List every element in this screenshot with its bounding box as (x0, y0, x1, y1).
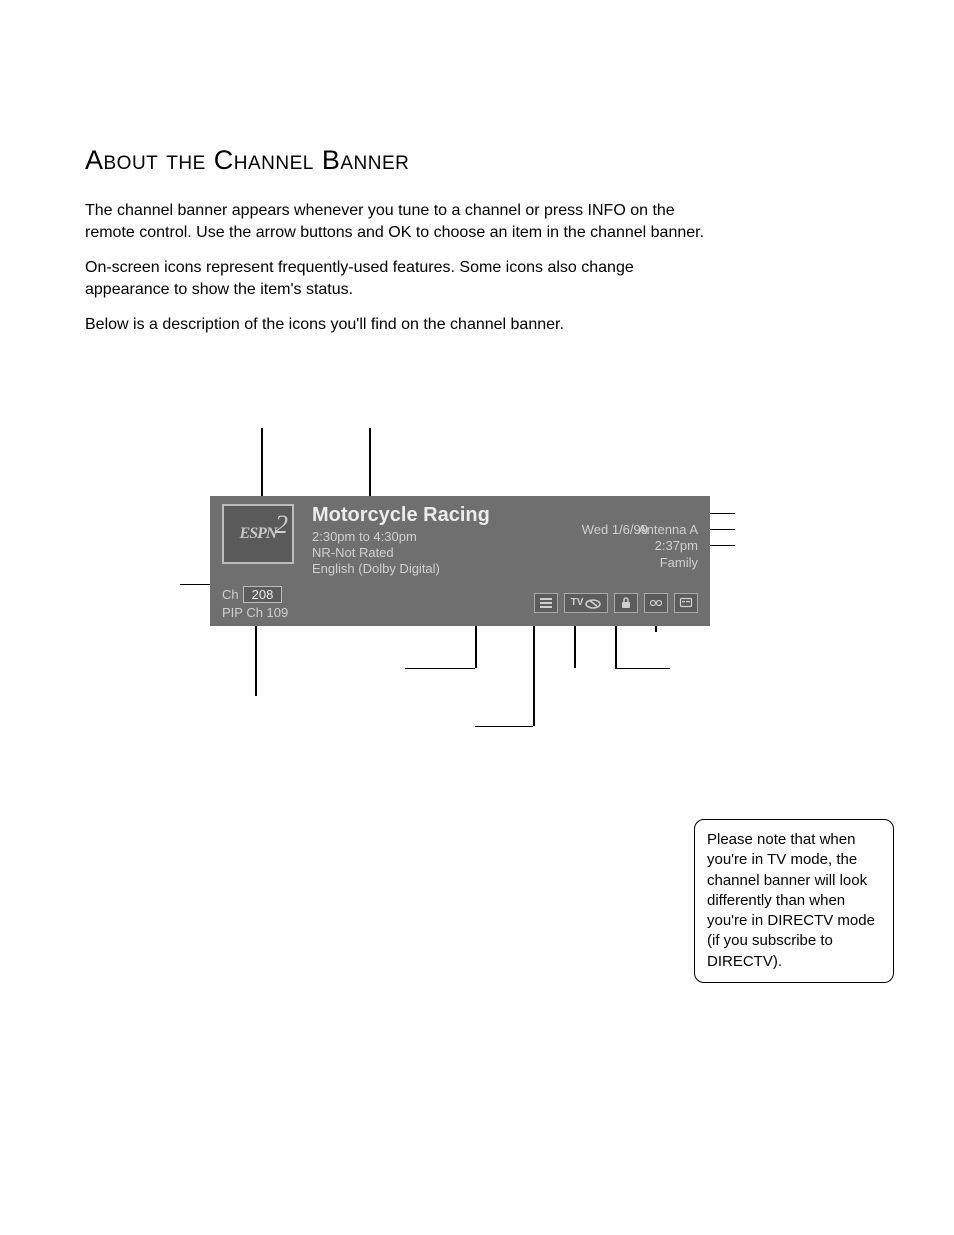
program-rating: NR-Not Rated (312, 545, 578, 561)
channel-logo-number: 2 (275, 510, 288, 540)
intro-text: The channel banner appears whenever you … (85, 200, 874, 336)
callout-line (369, 428, 371, 498)
channel-banner: ESPN 2 Motorcycle Racing 2:30pm to 4:30p… (210, 496, 710, 626)
page-heading: About the Channel Banner (85, 145, 874, 176)
note-box: Please note that when you're in TV mode,… (694, 819, 894, 983)
pip-channel: PIP Ch 109 (222, 605, 288, 620)
tv-icon-label: TV (571, 597, 584, 608)
cc-icon[interactable] (674, 593, 698, 613)
callout-line (475, 726, 533, 728)
callout-line (255, 626, 257, 696)
channel-number-box[interactable]: 208 (243, 586, 283, 603)
banner-clock: 2:37pm (578, 538, 698, 554)
list-icon[interactable] (534, 593, 558, 613)
channel-banner-figure: ESPN 2 Motorcycle Racing 2:30pm to 4:30p… (85, 436, 874, 856)
channel-logo: ESPN 2 (222, 504, 294, 564)
audio-icon[interactable] (644, 593, 668, 613)
intro-para-2: On-screen icons represent frequently-use… (85, 257, 705, 300)
channel-number-field[interactable]: Ch 208 (222, 586, 288, 603)
intro-para-1: The channel banner appears whenever you … (85, 200, 705, 243)
intro-para-3: Below is a description of the icons you'… (85, 314, 705, 336)
callout-line (405, 668, 475, 670)
callout-line (261, 428, 263, 504)
banner-profile: Family (578, 555, 698, 571)
tv-directv-icon[interactable]: TV (564, 593, 608, 613)
program-title: Motorcycle Racing (312, 504, 578, 527)
program-audio: English (Dolby Digital) (312, 561, 578, 577)
lock-icon[interactable] (614, 593, 638, 613)
channel-logo-brand: ESPN (240, 525, 277, 543)
note-text: Please note that when you're in TV mode,… (707, 831, 875, 970)
channel-label: Ch (222, 587, 239, 602)
callout-line (615, 668, 670, 670)
program-time-range: 2:30pm to 4:30pm (312, 529, 578, 545)
